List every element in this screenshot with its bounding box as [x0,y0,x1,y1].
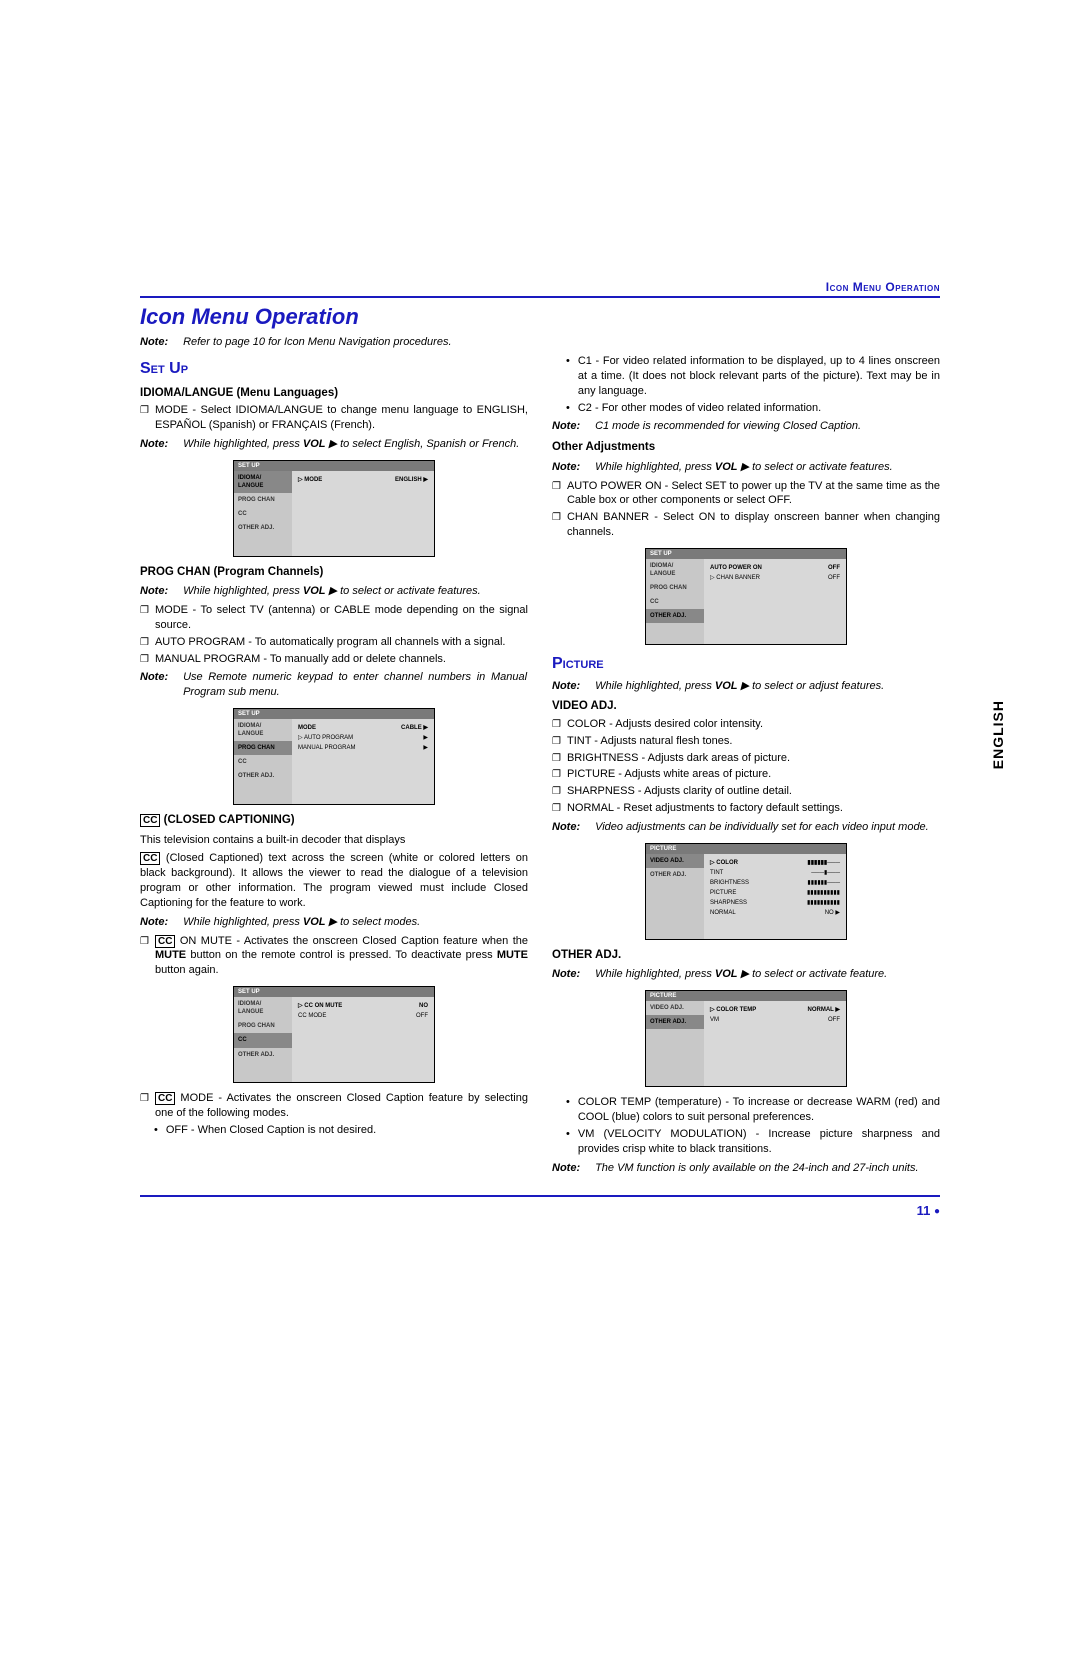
cc-para-1: This television contains a built-in deco… [140,833,528,848]
header-rule [140,296,940,298]
prog-subheading: PROG CHAN (Program Channels) [140,565,528,581]
lang-note: Note: While highlighted, press VOL ▶ to … [140,437,528,452]
footer-rule [140,1195,940,1197]
pic-note: Note: While highlighted, press VOL ▶ to … [552,679,940,694]
left-column: Set Up IDIOMA/LANGUE (Menu Languages) MO… [140,352,528,1179]
cc-icon: CC [155,935,175,948]
cc-bullet-2: CC MODE - Activates the onscreen Closed … [140,1091,528,1121]
c1-bullet: C1 - For video related information to be… [566,354,940,399]
menu-screenshot-6: PICTUREVIDEO ADJ.OTHER ADJ.▷ COLOR TEMPN… [645,990,847,1087]
cc-icon: CC [155,1092,175,1105]
prog-note: Note: While highlighted, press VOL ▶ to … [140,584,528,599]
video-adj-heading: VIDEO ADJ. [552,699,940,715]
c2-bullet: C2 - For other modes of video related in… [566,401,940,416]
menu-screenshot-5: PICTUREVIDEO ADJ.OTHER ADJ.▷ COLOR▮▮▮▮▮▮… [645,843,847,940]
cc-subheading: CC (CLOSED CAPTIONING) [140,813,528,829]
video-bullet-5: NORMAL - Reset adjustments to factory de… [552,801,940,816]
vm-note: Note: The VM function is only available … [552,1161,940,1176]
video-note: Note: Video adjustments can be individua… [552,820,940,835]
cc-bullet-1: CC ON MUTE - Activates the onscreen Clos… [140,934,528,979]
right-column: C1 - For video related information to be… [552,352,940,1179]
cc-icon: CC [140,814,160,827]
video-bullet-1: TINT - Adjusts natural flesh tones. [552,734,940,749]
other-adj-2-heading: OTHER ADJ. [552,948,940,964]
video-bullet-4: SHARPNESS - Adjusts clarity of outline d… [552,784,940,799]
video-bullet-3: PICTURE - Adjusts white areas of picture… [552,767,940,782]
page-number: 11 ● [140,1203,940,1218]
lang-subheading: IDIOMA/LANGUE (Menu Languages) [140,386,528,402]
other-adj-2-sub-1: VM (VELOCITY MODULATION) - Increase pict… [566,1127,940,1157]
other-adj-2-note: Note: While highlighted, press VOL ▶ to … [552,967,940,982]
video-bullet-2: BRIGHTNESS - Adjusts dark areas of pictu… [552,751,940,766]
page-title: Icon Menu Operation [140,304,940,330]
other-adj-2-sub-0: COLOR TEMP (temperature) - To increase o… [566,1095,940,1125]
other-adj-bullet-1: CHAN BANNER - Select ON to display onscr… [552,510,940,540]
picture-heading: Picture [552,653,940,675]
prog-bullet-1: AUTO PROGRAM - To automatically program … [140,635,528,650]
other-adj-heading: Other Adjustments [552,440,940,456]
cc-sub-bullet: OFF - When Closed Caption is not desired… [154,1123,528,1138]
menu-screenshot-2: SET UPIDIOMA/ LANGUEPROG CHANCCOTHER ADJ… [233,708,435,805]
prog-note-2: Note: Use Remote numeric keypad to enter… [140,670,528,700]
c1-note: Note: C1 mode is recommended for viewing… [552,419,940,434]
language-tab: ENGLISH [990,700,1006,769]
prog-bullet-0: MODE - To select TV (antenna) or CABLE m… [140,603,528,633]
prog-bullet-2: MANUAL PROGRAM - To manually add or dele… [140,652,528,667]
menu-screenshot-3: SET UPIDIOMA/ LANGUEPROG CHANCCOTHER ADJ… [233,986,435,1083]
video-bullet-0: COLOR - Adjusts desired color intensity. [552,717,940,732]
page-body: Icon Menu Operation Icon Menu Operation … [140,280,940,1218]
setup-heading: Set Up [140,358,528,380]
menu-screenshot-1: SET UPIDIOMA/ LANGUEPROG CHANCCOTHER ADJ… [233,460,435,557]
cc-icon: CC [140,852,160,865]
note-label: Note: [140,336,180,348]
cc-note: Note: While highlighted, press VOL ▶ to … [140,915,528,930]
lang-bullet: MODE - Select IDIOMA/LANGUE to change me… [140,403,528,433]
other-adj-note: Note: While highlighted, press VOL ▶ to … [552,460,940,475]
cc-para-2: CC (Closed Captioned) text across the sc… [140,851,528,910]
other-adj-bullet-0: AUTO POWER ON - Select SET to power up t… [552,479,940,509]
note-text: Refer to page 10 for Icon Menu Navigatio… [183,336,939,348]
top-note: Note: Refer to page 10 for Icon Menu Nav… [140,336,940,348]
running-header: Icon Menu Operation [140,280,940,294]
menu-screenshot-4: SET UPIDIOMA/ LANGUEPROG CHANCCOTHER ADJ… [645,548,847,645]
